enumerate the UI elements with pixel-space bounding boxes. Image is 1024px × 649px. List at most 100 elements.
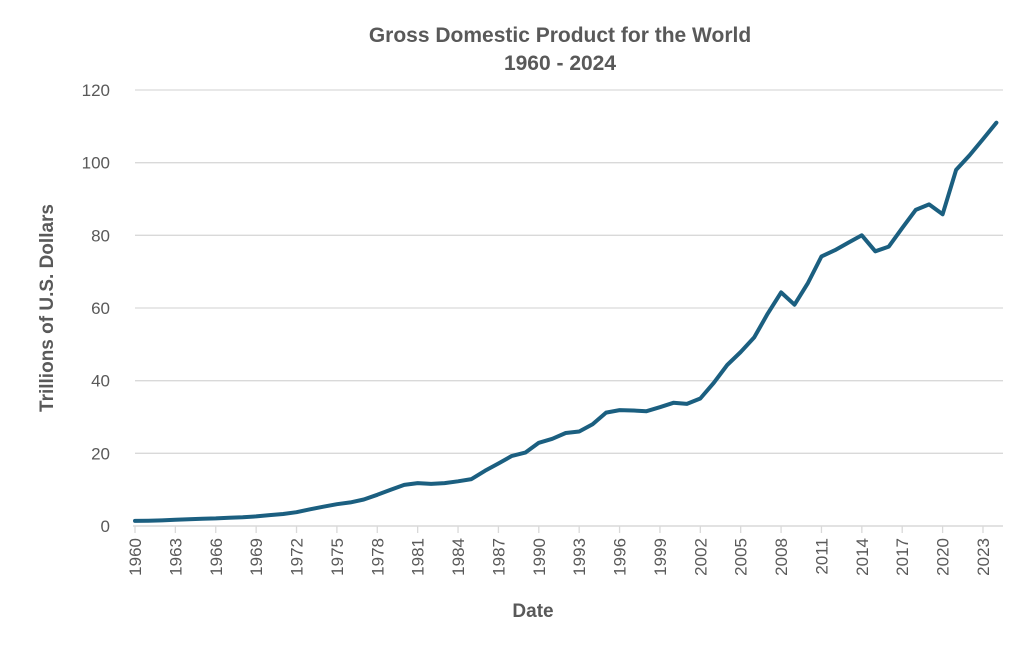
data-point-2012	[833, 248, 837, 252]
data-point-2000	[671, 401, 675, 405]
x-tick-label-1966: 1966	[207, 538, 226, 576]
x-tick-label-2008: 2008	[772, 538, 791, 576]
data-point-1960	[133, 519, 137, 523]
data-point-2022	[968, 153, 972, 157]
x-axis	[133, 525, 1003, 533]
data-point-1967	[227, 516, 231, 520]
y-axis-label: Trillions of U.S. Dollars	[37, 204, 58, 412]
x-axis-label: Date	[512, 601, 553, 622]
data-point-2007	[766, 312, 770, 316]
data-point-2011	[820, 254, 824, 258]
data-point-1964	[187, 517, 191, 521]
data-point-2019	[927, 202, 931, 206]
y-tick-label-20: 20	[91, 444, 110, 463]
x-tick-label-1993: 1993	[570, 538, 589, 576]
data-point-2009	[793, 303, 797, 307]
data-point-2004	[725, 363, 729, 367]
x-tick-label-1999: 1999	[651, 538, 670, 576]
data-point-1963	[173, 518, 177, 522]
data-point-2001	[685, 402, 689, 406]
y-tick-labels: 0 20 40 60 80 100 120	[82, 81, 110, 536]
x-tick-label-2014: 2014	[853, 538, 872, 576]
x-tick-label-1981: 1981	[409, 538, 428, 576]
data-point-1987	[496, 462, 500, 466]
data-point-1984	[456, 479, 460, 483]
chart-title: Gross Domestic Product for the World	[369, 24, 751, 47]
data-point-1985	[470, 477, 474, 481]
x-tick-label-1969: 1969	[247, 538, 266, 576]
data-point-1977	[362, 498, 366, 502]
data-point-2023	[981, 137, 985, 141]
data-point-1991	[550, 437, 554, 441]
x-tick-label-2020: 2020	[934, 538, 953, 576]
data-point-2014	[860, 233, 864, 237]
data-point-1972	[295, 510, 299, 514]
data-point-1989	[523, 451, 527, 455]
data-point-1998	[645, 409, 649, 413]
x-tick-label-1975: 1975	[328, 538, 347, 576]
data-point-2017	[900, 226, 904, 230]
data-point-1962	[160, 518, 164, 522]
x-tick-label-1972: 1972	[288, 538, 307, 576]
x-tick-label-1987: 1987	[489, 538, 508, 576]
data-point-1976	[348, 500, 352, 504]
data-point-1970	[268, 513, 272, 517]
data-point-2010	[806, 281, 810, 285]
x-tick-labels: 1960 1963 1966 1969 1972 1975 1978 1981 1984 1987…	[126, 538, 993, 576]
data-point-1961	[147, 519, 151, 523]
data-point-2020	[941, 212, 945, 216]
data-point-2006	[752, 335, 756, 339]
data-point-1995	[604, 411, 608, 415]
x-tick-label-2005: 2005	[732, 538, 751, 576]
x-tick-label-1963: 1963	[166, 538, 185, 576]
y-tick-label-40: 40	[91, 372, 110, 391]
data-point-2013	[846, 241, 850, 245]
data-point-2016	[887, 245, 891, 249]
x-tick-label-2023: 2023	[974, 538, 993, 576]
data-point-2003	[712, 381, 716, 385]
data-point-2005	[739, 350, 743, 354]
data-point-2018	[914, 208, 918, 212]
data-point-1983	[443, 481, 447, 485]
series-line-0	[133, 120, 999, 523]
data-point-1994	[591, 422, 595, 426]
data-point-1993	[577, 430, 581, 434]
y-tick-label-60: 60	[91, 299, 110, 318]
data-point-2002	[698, 397, 702, 401]
data-point-1969	[254, 514, 258, 518]
data-point-1973	[308, 507, 312, 511]
x-tick-label-2017: 2017	[893, 538, 912, 576]
data-point-1990	[537, 441, 541, 445]
data-point-1992	[564, 431, 568, 435]
data-point-1981	[416, 481, 420, 485]
data-point-2024	[994, 121, 998, 125]
data-point-1979	[389, 488, 393, 492]
x-tick-label-1990: 1990	[530, 538, 549, 576]
data-point-1975	[335, 502, 339, 506]
y-tick-label-120: 120	[82, 81, 110, 100]
data-point-1971	[281, 512, 285, 516]
data-point-2021	[954, 168, 958, 172]
data-point-1997	[631, 409, 635, 413]
data-point-2015	[873, 249, 877, 253]
data-point-1982	[429, 482, 433, 486]
data-point-1980	[402, 483, 406, 487]
series-layer	[133, 120, 999, 523]
x-tick-label-1960: 1960	[126, 538, 145, 576]
x-tick-label-2002: 2002	[691, 538, 710, 576]
data-point-1996	[618, 408, 622, 412]
data-point-1968	[241, 515, 245, 519]
x-tick-label-1996: 1996	[611, 538, 630, 576]
chart-subtitle: 1960 - 2024	[504, 52, 616, 75]
data-point-1999	[658, 405, 662, 409]
data-point-1978	[375, 493, 379, 497]
y-tick-label-0: 0	[101, 517, 110, 536]
y-tick-label-80: 80	[91, 226, 110, 245]
data-point-1966	[214, 516, 218, 520]
data-point-2008	[779, 290, 783, 294]
gridlines	[135, 89, 1003, 454]
data-point-1965	[200, 517, 204, 521]
y-tick-label-100: 100	[82, 154, 110, 173]
x-tick-label-1984: 1984	[449, 538, 468, 576]
